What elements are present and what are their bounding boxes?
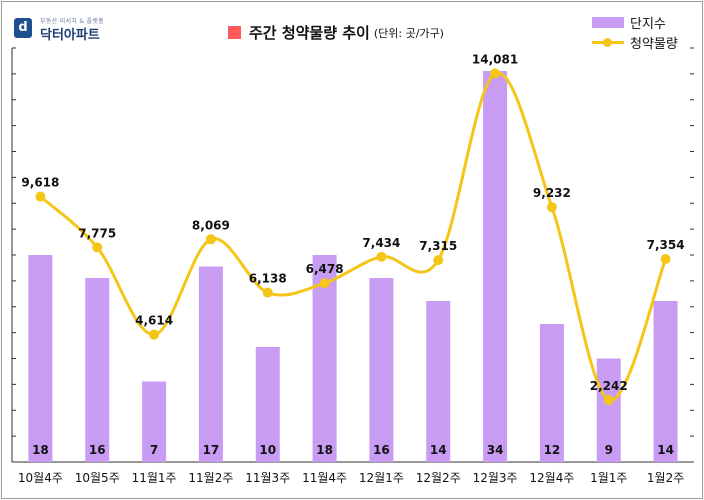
logo-name: 닥터아파트 [40, 28, 100, 43]
x-tick-label: 12월3주 [473, 471, 518, 485]
legend-item-line: 청약물량 [592, 32, 678, 52]
bar-value-label: 16 [373, 443, 390, 457]
bar-value-label: 9 [605, 443, 613, 457]
line-point-1월1주 [603, 395, 614, 406]
legend-bar-swatch-icon [592, 16, 624, 28]
line-value-label: 2,242 [590, 379, 628, 393]
bar-12월1주 [369, 278, 394, 462]
line-point-12월1주 [376, 251, 387, 262]
x-tick-label: 10월5주 [75, 471, 120, 485]
x-tick-label: 12월4주 [529, 471, 574, 485]
line-point-11월1주 [149, 329, 160, 340]
bar-12월4주 [539, 324, 564, 462]
line-value-label: 9,618 [21, 176, 59, 190]
x-tick-label: 11월3주 [245, 471, 290, 485]
bar-10월5주 [85, 278, 110, 462]
bar-10월4주 [28, 255, 53, 462]
line-point-10월4주 [35, 191, 46, 202]
line-point-12월4주 [546, 202, 557, 213]
x-tick-label: 12월2주 [416, 471, 461, 485]
line-value-label: 7,434 [362, 236, 400, 250]
line-value-label: 14,081 [472, 52, 518, 66]
logo-subtitle: 부동산 리서치 & 플랫폼 [40, 18, 104, 25]
bar-value-label: 7 [150, 443, 158, 457]
chart-unit: (단위: 곳/가구) [373, 26, 444, 40]
x-tick-label: 10월4주 [18, 471, 63, 485]
bar-value-label: 10 [259, 443, 276, 457]
line-value-label: 7,315 [419, 239, 457, 253]
bar-1월1주 [596, 358, 621, 462]
line-point-12월3주 [490, 68, 501, 79]
line-value-label: 6,138 [249, 272, 287, 286]
x-tick-label: 11월1주 [132, 471, 177, 485]
line-value-label: 7,775 [78, 226, 116, 240]
legend-line-label: 청약물량 [630, 36, 678, 52]
legend-bar-label: 단지수 [630, 16, 666, 32]
bar-12월2주 [426, 301, 451, 462]
bar-11월2주 [198, 266, 223, 462]
line-point-11월2주 [205, 234, 216, 245]
bar-value-label: 16 [89, 443, 106, 457]
bar-value-label: 14 [430, 443, 447, 457]
line-value-label: 8,069 [192, 218, 230, 232]
bar-value-label: 34 [487, 443, 504, 457]
x-tick-label: 1월2주 [647, 471, 684, 485]
bar-11월4주 [312, 255, 337, 462]
chart-title-block: 주간 청약물량 추이 (단위: 곳/가구) [228, 22, 444, 46]
bar-11월1주 [142, 381, 167, 462]
x-tick-label: 12월1주 [359, 471, 404, 485]
bar-value-label: 12 [544, 443, 561, 457]
bar-11월3주 [255, 347, 280, 462]
bar-value-label: 14 [657, 443, 674, 457]
line-value-label: 9,232 [533, 186, 571, 200]
x-tick-label: 11월2주 [188, 471, 233, 485]
bar-value-label: 18 [32, 443, 49, 457]
title-marker-icon [228, 26, 241, 39]
line-point-10월5주 [92, 242, 103, 253]
x-tick-label: 11월4주 [302, 471, 347, 485]
chart-title: 주간 청약물량 추이 [249, 24, 370, 42]
line-point-12월2주 [433, 255, 444, 266]
line-series-path [39, 71, 667, 402]
logo-icon: d [14, 18, 32, 38]
line-point-1월2주 [660, 254, 671, 265]
legend-line-swatch-icon [592, 37, 624, 48]
bar-1월2주 [653, 301, 678, 462]
line-point-11월4주 [319, 278, 330, 289]
line-value-label: 6,478 [306, 262, 344, 276]
legend-item-bar: 단지수 [592, 12, 678, 32]
line-point-11월3주 [262, 287, 273, 298]
logo-mark: d [18, 20, 28, 35]
bar-12월3주 [483, 71, 508, 462]
legend: 단지수 청약물량 [592, 12, 678, 52]
line-value-label: 4,614 [135, 314, 173, 328]
x-tick-label: 1월1주 [590, 471, 627, 485]
line-value-label: 7,354 [647, 238, 685, 252]
bar-value-label: 17 [203, 443, 220, 457]
bar-value-label: 18 [316, 443, 333, 457]
